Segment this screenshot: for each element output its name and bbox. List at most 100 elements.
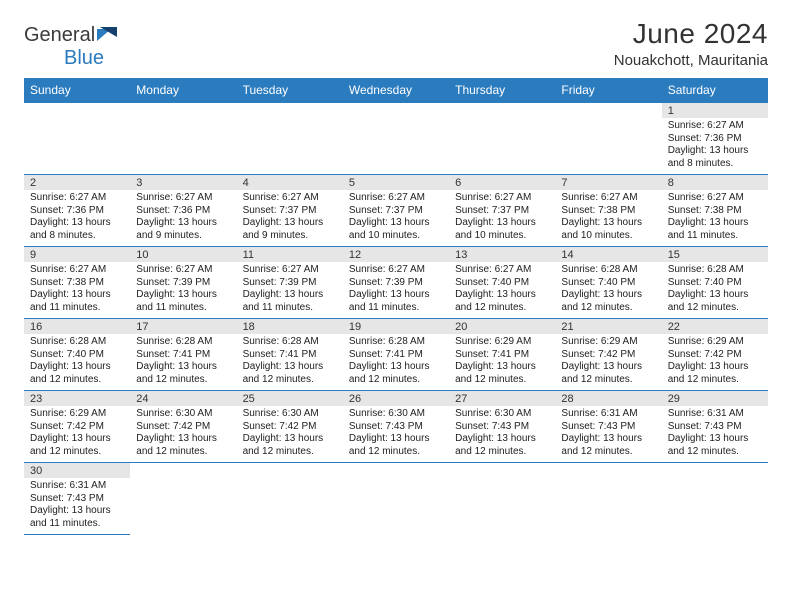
daylight-label: Daylight: 13 hours and 11 minutes. (349, 289, 443, 314)
sunrise-label: Sunrise: 6:27 AM (30, 264, 124, 277)
daylight-label: Daylight: 13 hours and 12 minutes. (349, 361, 443, 386)
day-body-cell: Sunrise: 6:28 AMSunset: 7:41 PMDaylight:… (130, 334, 236, 391)
flag-icon (97, 24, 119, 38)
day-number-cell (343, 103, 449, 119)
week-bodyrow: Sunrise: 6:28 AMSunset: 7:40 PMDaylight:… (24, 334, 768, 391)
sunset-label: Sunset: 7:39 PM (136, 277, 230, 290)
daylight-label: Daylight: 13 hours and 8 minutes. (668, 145, 762, 170)
day-body-cell: Sunrise: 6:28 AMSunset: 7:40 PMDaylight:… (24, 334, 130, 391)
sunset-label: Sunset: 7:41 PM (136, 349, 230, 362)
day-number-cell: 13 (449, 247, 555, 263)
day-body-cell: Sunrise: 6:27 AMSunset: 7:37 PMDaylight:… (449, 190, 555, 247)
daylight-label: Daylight: 13 hours and 12 minutes. (455, 433, 549, 458)
sunrise-label: Sunrise: 6:27 AM (561, 192, 655, 205)
day-body-cell (555, 478, 661, 535)
sunrise-label: Sunrise: 6:30 AM (243, 408, 337, 421)
day-number-cell: 23 (24, 391, 130, 407)
week-bodyrow: Sunrise: 6:31 AMSunset: 7:43 PMDaylight:… (24, 478, 768, 535)
day-number-cell (555, 463, 661, 479)
sunset-label: Sunset: 7:36 PM (668, 133, 762, 146)
day-body-cell: Sunrise: 6:31 AMSunset: 7:43 PMDaylight:… (24, 478, 130, 535)
day-body-cell: Sunrise: 6:29 AMSunset: 7:42 PMDaylight:… (24, 406, 130, 463)
sunset-label: Sunset: 7:42 PM (136, 421, 230, 434)
day-number-cell: 26 (343, 391, 449, 407)
sunrise-label: Sunrise: 6:28 AM (243, 336, 337, 349)
day-body-cell: Sunrise: 6:29 AMSunset: 7:41 PMDaylight:… (449, 334, 555, 391)
day-number-cell: 16 (24, 319, 130, 335)
sunrise-label: Sunrise: 6:28 AM (136, 336, 230, 349)
day-number-cell (662, 463, 768, 479)
sunset-label: Sunset: 7:43 PM (455, 421, 549, 434)
day-number-cell (555, 103, 661, 119)
sunrise-label: Sunrise: 6:27 AM (349, 264, 443, 277)
day-body-cell: Sunrise: 6:29 AMSunset: 7:42 PMDaylight:… (555, 334, 661, 391)
day-number-cell: 17 (130, 319, 236, 335)
sunrise-label: Sunrise: 6:27 AM (243, 192, 337, 205)
sunset-label: Sunset: 7:43 PM (30, 493, 124, 506)
day-number-cell (237, 103, 343, 119)
day-number-cell: 21 (555, 319, 661, 335)
day-body-cell (662, 478, 768, 535)
day-body-cell: Sunrise: 6:27 AMSunset: 7:38 PMDaylight:… (24, 262, 130, 319)
day-body-cell: Sunrise: 6:30 AMSunset: 7:42 PMDaylight:… (130, 406, 236, 463)
sunrise-label: Sunrise: 6:27 AM (455, 264, 549, 277)
week-numrow: 16171819202122 (24, 319, 768, 335)
day-number-cell: 18 (237, 319, 343, 335)
sunrise-label: Sunrise: 6:27 AM (455, 192, 549, 205)
daylight-label: Daylight: 13 hours and 9 minutes. (243, 217, 337, 242)
location-label: Nouakchott, Mauritania (614, 52, 768, 69)
weekday-header: Saturday (662, 78, 768, 103)
daylight-label: Daylight: 13 hours and 11 minutes. (243, 289, 337, 314)
sunrise-label: Sunrise: 6:30 AM (136, 408, 230, 421)
sunrise-label: Sunrise: 6:28 AM (30, 336, 124, 349)
day-number-cell: 12 (343, 247, 449, 263)
day-body-cell: Sunrise: 6:27 AMSunset: 7:37 PMDaylight:… (237, 190, 343, 247)
day-body-cell: Sunrise: 6:27 AMSunset: 7:38 PMDaylight:… (662, 190, 768, 247)
sunset-label: Sunset: 7:38 PM (30, 277, 124, 290)
sunset-label: Sunset: 7:43 PM (668, 421, 762, 434)
sunset-label: Sunset: 7:37 PM (455, 205, 549, 218)
sunrise-label: Sunrise: 6:28 AM (668, 264, 762, 277)
day-body-cell: Sunrise: 6:27 AMSunset: 7:36 PMDaylight:… (662, 118, 768, 175)
day-body-cell (237, 478, 343, 535)
daylight-label: Daylight: 13 hours and 11 minutes. (30, 505, 124, 530)
day-number-cell: 25 (237, 391, 343, 407)
day-body-cell (449, 118, 555, 175)
week-bodyrow: Sunrise: 6:29 AMSunset: 7:42 PMDaylight:… (24, 406, 768, 463)
daylight-label: Daylight: 13 hours and 12 minutes. (455, 289, 549, 314)
day-number-cell (449, 103, 555, 119)
day-number-cell: 4 (237, 175, 343, 191)
weekday-header: Tuesday (237, 78, 343, 103)
week-numrow: 9101112131415 (24, 247, 768, 263)
sunrise-label: Sunrise: 6:27 AM (668, 120, 762, 133)
sunset-label: Sunset: 7:42 PM (243, 421, 337, 434)
sunset-label: Sunset: 7:43 PM (349, 421, 443, 434)
sunrise-label: Sunrise: 6:30 AM (349, 408, 443, 421)
daylight-label: Daylight: 13 hours and 12 minutes. (668, 361, 762, 386)
daylight-label: Daylight: 13 hours and 10 minutes. (455, 217, 549, 242)
sunset-label: Sunset: 7:38 PM (668, 205, 762, 218)
brand-logo: General Blue (24, 24, 119, 70)
day-body-cell: Sunrise: 6:28 AMSunset: 7:41 PMDaylight:… (237, 334, 343, 391)
daylight-label: Daylight: 13 hours and 12 minutes. (30, 433, 124, 458)
sunset-label: Sunset: 7:40 PM (30, 349, 124, 362)
day-number-cell: 24 (130, 391, 236, 407)
day-number-cell: 6 (449, 175, 555, 191)
daylight-label: Daylight: 13 hours and 12 minutes. (349, 433, 443, 458)
day-body-cell: Sunrise: 6:27 AMSunset: 7:36 PMDaylight:… (130, 190, 236, 247)
sunrise-label: Sunrise: 6:28 AM (349, 336, 443, 349)
day-number-cell: 28 (555, 391, 661, 407)
day-body-cell (237, 118, 343, 175)
day-number-cell: 10 (130, 247, 236, 263)
sunset-label: Sunset: 7:40 PM (668, 277, 762, 290)
day-body-cell: Sunrise: 6:27 AMSunset: 7:39 PMDaylight:… (343, 262, 449, 319)
sunrise-label: Sunrise: 6:31 AM (30, 480, 124, 493)
daylight-label: Daylight: 13 hours and 12 minutes. (455, 361, 549, 386)
daylight-label: Daylight: 13 hours and 12 minutes. (136, 361, 230, 386)
daylight-label: Daylight: 13 hours and 12 minutes. (561, 433, 655, 458)
title-block: June 2024 Nouakchott, Mauritania (614, 18, 768, 69)
daylight-label: Daylight: 13 hours and 11 minutes. (30, 289, 124, 314)
daylight-label: Daylight: 13 hours and 10 minutes. (561, 217, 655, 242)
day-number-cell (343, 463, 449, 479)
weekday-header: Sunday (24, 78, 130, 103)
